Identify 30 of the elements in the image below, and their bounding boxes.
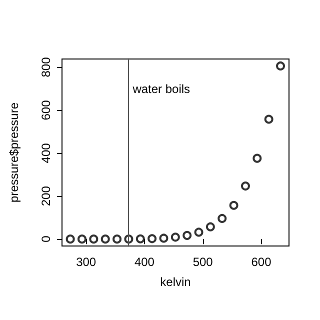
y-tick-label: 0 <box>39 235 53 242</box>
y-tick-label: 200 <box>39 186 53 206</box>
x-tick-label: 500 <box>192 255 214 269</box>
point <box>264 114 274 124</box>
point <box>229 200 238 210</box>
x-axis-title: kelvin <box>160 275 191 289</box>
y-axis-title: pressure$pressure <box>7 102 21 203</box>
y-tick-label: 800 <box>39 56 53 78</box>
point <box>240 182 250 191</box>
point <box>112 234 122 244</box>
point <box>159 234 168 243</box>
point <box>66 234 75 244</box>
point <box>170 232 180 242</box>
point <box>252 154 262 163</box>
point <box>78 234 86 244</box>
y-tick-label: 400 <box>39 142 53 164</box>
y-tick-label: 600 <box>39 100 53 120</box>
point <box>100 234 110 244</box>
point <box>276 61 286 70</box>
point <box>194 228 204 237</box>
point <box>218 214 227 223</box>
x-tick-label: 600 <box>251 255 272 269</box>
point <box>148 234 157 244</box>
point <box>89 234 98 244</box>
point <box>136 234 145 244</box>
point <box>182 230 192 240</box>
x-tick-label: 400 <box>134 255 155 269</box>
point <box>206 222 215 232</box>
x-tick-label: 300 <box>76 255 96 269</box>
ref-line-label: water boils <box>132 82 190 96</box>
